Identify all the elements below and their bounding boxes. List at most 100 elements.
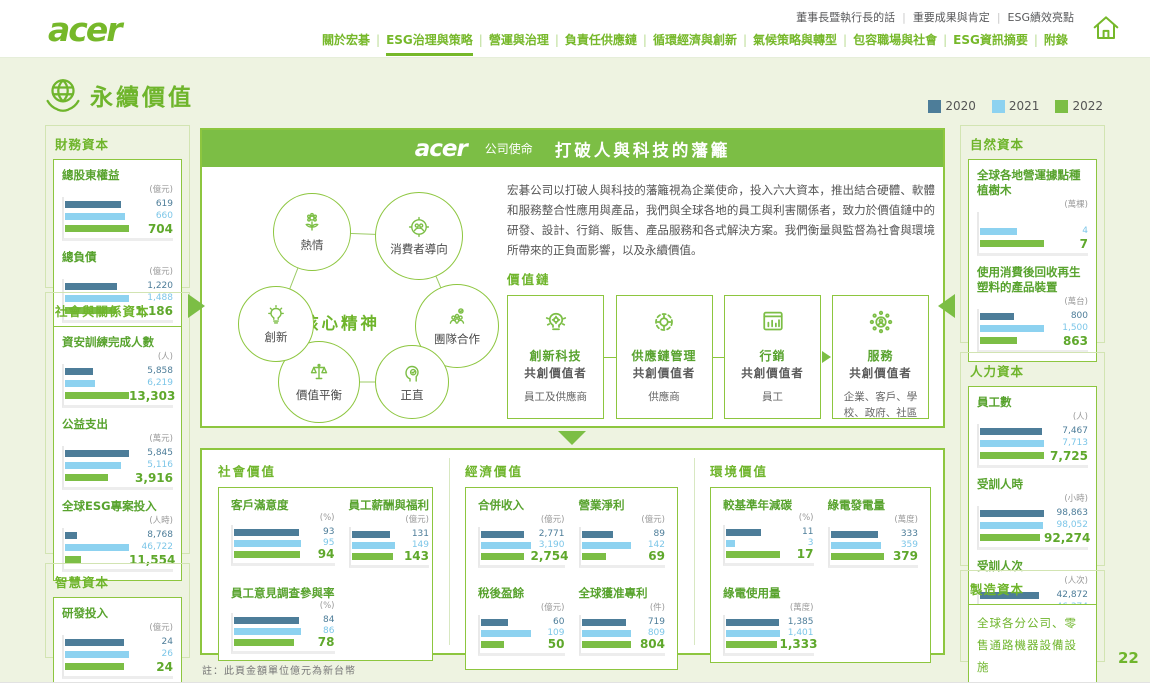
bar-value-2022: 143 <box>403 549 429 564</box>
bar-value-2022: 17 <box>796 547 814 562</box>
core-value-熱情: 熱情 <box>273 193 351 271</box>
core-spirit-title: 核心精神 <box>302 314 380 333</box>
bar-2020 <box>65 450 129 458</box>
legend-item-2021: 2021 <box>991 99 1039 113</box>
bar-value-2020: 24 <box>161 637 173 648</box>
metric-title: 稅後盈餘 <box>478 585 524 600</box>
bar-value-2022: 1,333 <box>779 637 818 652</box>
bar-row-2021: 109 <box>481 628 565 639</box>
footer-strip <box>0 682 1150 690</box>
metric-bars: 7,467 7,713 7,725 <box>977 423 1088 468</box>
bar-track <box>980 440 1044 448</box>
bar-row-2020: 5,845 <box>65 448 173 460</box>
top-link-1[interactable]: 重要成果與肯定 <box>912 11 990 24</box>
stage-subtitle: 共創價值者 <box>741 366 804 380</box>
bar-row-2022: 7,725 <box>980 450 1088 462</box>
top-link-0[interactable]: 董事長暨執行長的話 <box>796 11 896 24</box>
nav-separator: | <box>1033 33 1038 47</box>
bar-row-2020: 5,858 <box>65 366 173 378</box>
bar-2022 <box>65 474 108 482</box>
metric-title: 客戶滿意度 <box>231 498 289 512</box>
bar-track <box>581 640 632 648</box>
bar-value-2021: 26 <box>161 649 173 660</box>
metric-bars: 2,771 3,190 2,754 <box>478 526 569 568</box>
bar-track <box>65 213 129 221</box>
bar-value-2020: 131 <box>411 528 429 539</box>
metric-chart: 全球ESG專案投入 (人時) 8,768 46,722 11,554 <box>62 499 176 572</box>
nav-separator: | <box>642 33 647 47</box>
bar-row-2020: 60 <box>481 617 565 628</box>
bar-track <box>65 532 129 540</box>
home-icon[interactable] <box>1090 12 1122 44</box>
bar-track <box>980 228 1044 236</box>
teamwork-icon <box>445 305 469 329</box>
nav-item-8[interactable]: 附錄 <box>1043 33 1068 47</box>
bar-row-2020: 98,863 <box>980 508 1088 520</box>
bar-value-2022: 2,754 <box>530 549 569 564</box>
core-value-正直: 正直 <box>375 345 449 419</box>
globe-hands-icon <box>42 74 84 116</box>
capital-box: 資安訓練完成人數 (人) 5,858 6,219 13,303 公益支出 (萬元) 5,845… <box>53 326 182 581</box>
metric-chart: 稅後盈餘 (億元) 60 109 50 <box>478 586 565 656</box>
bar-track <box>65 201 129 209</box>
bar-2021 <box>65 651 129 659</box>
metric-chart: 合併收入 (億元) 2,771 3,190 2,754 <box>478 498 569 568</box>
nav-item-0[interactable]: 關於宏碁 <box>322 33 371 47</box>
bar-value-2021: 109 <box>547 627 565 638</box>
bar-value-2021: 3 <box>807 537 814 548</box>
bar-track <box>234 539 301 547</box>
capital-box: 員工數 (人) 7,467 7,713 7,725 受訓人時 (小時) 98,863 98,05… <box>968 386 1097 641</box>
nav-item-1[interactable]: ESG治理與策略 <box>386 31 473 56</box>
bar-row-2020: 24 <box>65 637 173 649</box>
metric-bars: 1,385 1,401 1,333 <box>723 614 818 656</box>
bar-value-2022: 94 <box>317 547 335 562</box>
nav-item-2[interactable]: 營運與治理 <box>488 33 549 47</box>
passion-flower-icon <box>300 211 324 235</box>
bar-value-2021: 1,500 <box>1062 323 1088 334</box>
mission-banner: acer 公司使命 打破人與科技的藩籬 <box>202 130 943 167</box>
marketing-chart-icon <box>758 307 788 337</box>
mission-description: 宏碁公司以打破人與科技的藩籬視為企業使命，投入六大資本，推出結合硬體、軟體和服務… <box>507 183 935 257</box>
bar-row-2022: 3,916 <box>65 472 173 484</box>
nav-item-6[interactable]: 包容職場與社會 <box>853 33 938 47</box>
bar-value-2022: 3,916 <box>135 470 173 485</box>
bar-2021 <box>980 440 1044 448</box>
bar-track <box>65 544 129 552</box>
bar-row-2022: 69 <box>581 550 665 562</box>
bar-value-2021: 5,116 <box>147 460 173 471</box>
page-number: 22 <box>1118 649 1139 667</box>
bar-track <box>581 541 631 549</box>
bar-value-2020: 11 <box>802 526 814 537</box>
nav-separator: | <box>742 33 747 47</box>
bar-row-2021: 4 <box>980 226 1088 238</box>
legend-item-2022: 2022 <box>1055 99 1103 113</box>
bar-row-2022: 704 <box>65 223 173 235</box>
bar-row-2020: 2,771 <box>481 529 565 540</box>
bar-value-2022: 11,554 <box>129 552 176 567</box>
nav-item-4[interactable]: 循環經濟與創新 <box>652 33 737 47</box>
innovation-icon <box>264 303 288 327</box>
bar-track <box>581 530 632 538</box>
page-title: 永續價值 <box>90 85 194 111</box>
bar-track <box>65 651 129 659</box>
core-value-label: 熱情 <box>300 238 324 252</box>
bar-row-2022: 7 <box>980 238 1088 250</box>
bar-value-2020: 1,385 <box>787 616 814 627</box>
bar-row-2022: 1,333 <box>726 637 818 652</box>
innovation-tech-icon <box>541 307 571 337</box>
nav-item-7[interactable]: ESG資訊摘要 <box>953 33 1028 47</box>
bar-row-2020: 1,385 <box>726 617 814 628</box>
stage-subtitle: 共創價值者 <box>632 366 696 380</box>
bar-row-2020: 93 <box>234 527 335 538</box>
core-value-label: 創新 <box>264 330 288 344</box>
top-link-2[interactable]: ESG績效亮點 <box>1007 11 1074 24</box>
bar-value-2022: 13,303 <box>129 388 176 403</box>
nav-item-3[interactable]: 負責任供應鏈 <box>564 33 637 47</box>
metric-bars: 11 3 17 <box>723 524 814 566</box>
nav-item-5[interactable]: 氣候策略與轉型 <box>753 33 838 47</box>
metric-title: 總股東權益 <box>62 168 120 182</box>
bar-2022 <box>980 240 1044 248</box>
metric-chart: 受訓人時 (小時) 98,863 98,052 92,274 <box>977 477 1090 550</box>
bar-track <box>830 530 885 538</box>
bar-track <box>65 663 129 671</box>
